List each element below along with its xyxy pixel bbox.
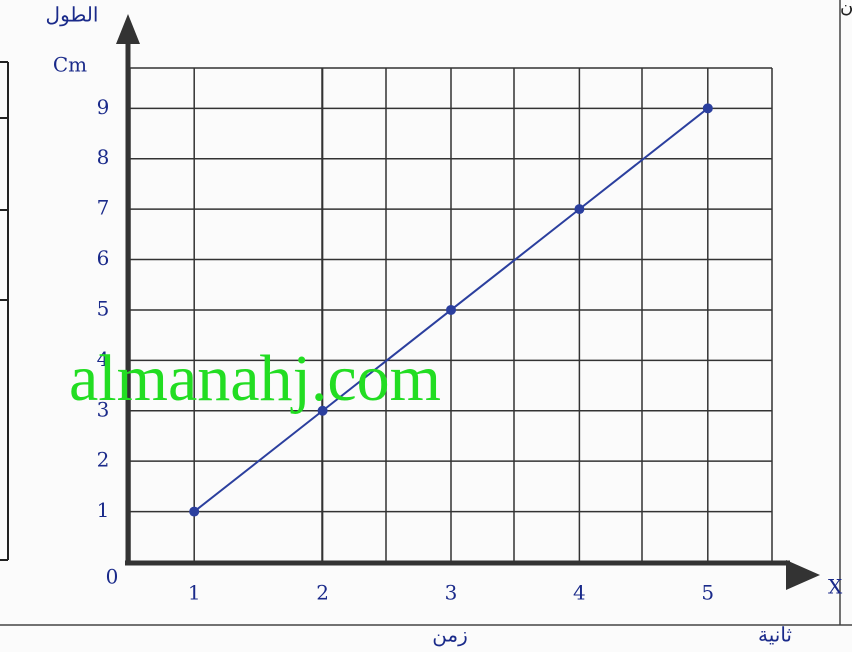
y-tick-label: 8	[97, 145, 110, 169]
origin-label: 0	[106, 565, 119, 589]
watermark: almanahj.com	[69, 342, 441, 415]
x-tick-label: 3	[445, 581, 458, 605]
y-tick-label: 2	[97, 448, 110, 472]
x-tick-label: 1	[188, 581, 201, 605]
y-tick-label: 7	[97, 196, 110, 220]
y-tick-label: 5	[97, 296, 110, 320]
question-title: السؤال الأول : العلاقة بين	[840, 0, 852, 16]
data-point	[574, 204, 585, 215]
axes	[116, 14, 820, 590]
y-axis-label: الطول	[46, 3, 99, 27]
x-axis-label: زمن	[432, 623, 468, 647]
x-tick-label: 2	[316, 581, 329, 605]
minor-grid	[129, 67, 773, 562]
data-point	[702, 103, 713, 114]
left-table-edge	[0, 61, 9, 561]
data-point	[317, 405, 328, 416]
y-tick-label: 9	[97, 95, 110, 119]
y-axis-unit: Cm	[53, 53, 87, 77]
y-tick-label: 6	[97, 246, 110, 270]
data-point	[446, 304, 456, 315]
y-tick-label: 1	[97, 498, 110, 522]
y-tick-label: 4	[97, 347, 110, 371]
y-tick-label: 3	[97, 397, 110, 421]
x-axis-unit: ثانية	[758, 623, 792, 647]
x-tick-label: 4	[573, 581, 586, 605]
x-axis-letter: X	[828, 575, 843, 599]
data-point	[189, 506, 200, 517]
x-tick-label: 5	[701, 581, 714, 605]
